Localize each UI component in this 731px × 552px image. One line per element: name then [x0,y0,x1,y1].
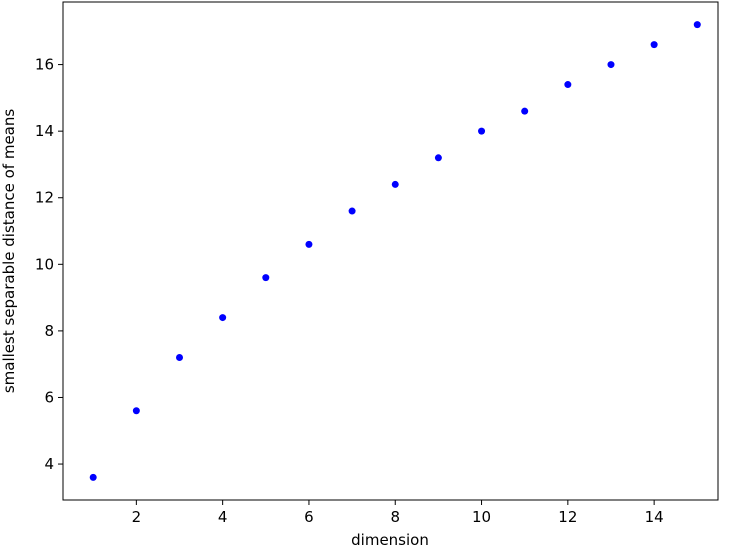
point [607,61,615,69]
point [391,180,399,188]
x-tick-label: 4 [218,508,228,526]
y-tick-label: 14 [35,122,54,140]
point [305,240,313,248]
y-tick-label: 4 [44,455,54,473]
x-tick-label: 2 [132,508,142,526]
y-tick-label: 10 [35,255,54,273]
x-tick-label: 10 [472,508,491,526]
y-axis-label: smallest separable distance of means [0,109,18,394]
y-tick-label: 12 [35,189,54,207]
point [262,274,270,282]
point [521,107,529,115]
point [219,314,227,322]
x-tick-label: 12 [558,508,577,526]
point [89,473,97,481]
point [693,21,701,29]
point [478,127,486,135]
plot-frame [62,1,719,501]
y-tick-label: 6 [44,388,54,406]
point [176,354,184,362]
point [650,41,658,49]
x-tick-label: 6 [304,508,314,526]
x-tick-label: 14 [645,508,664,526]
point [434,154,442,162]
point [564,81,572,89]
y-tick-label: 16 [35,56,54,74]
point [348,207,356,215]
point [132,407,140,415]
x-axis-label: dimension [351,531,429,549]
x-tick-label: 8 [390,508,400,526]
y-tick-label: 8 [44,322,54,340]
